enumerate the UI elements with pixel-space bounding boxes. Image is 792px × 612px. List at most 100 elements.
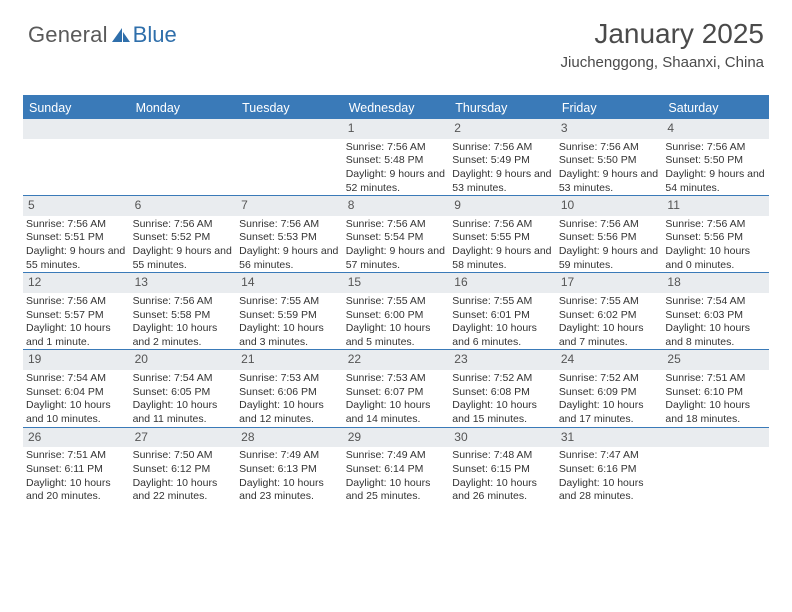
calendar-body: 1Sunrise: 7:56 AMSunset: 5:48 PMDaylight… [23,119,769,504]
day-number: 5 [23,196,130,216]
day-number: 7 [236,196,343,216]
sunset-line: Sunset: 6:11 PM [23,463,130,477]
day-number: 25 [662,350,769,370]
sunset-line: Sunset: 6:15 PM [449,463,556,477]
sunrise-line: Sunrise: 7:47 AM [556,449,663,463]
dayname-header: Friday [556,97,663,119]
calendar-day-cell: 23 Sunrise: 7:52 AMSunset: 6:08 PMDayligh… [449,350,556,426]
day-number: 19 [23,350,130,370]
daylight-line: Daylight: 9 hours and 59 minutes. [556,245,663,272]
day-number: 6 [130,196,237,216]
calendar-day-cell: 5Sunrise: 7:56 AMSunset: 5:51 PMDaylight… [23,196,130,272]
daylight-line: Daylight: 10 hours and 3 minutes. [236,322,343,349]
calendar-day-cell: 10Sunrise: 7:56 AMSunset: 5:56 PMDayligh… [556,196,663,272]
sunset-line: Sunset: 5:56 PM [556,231,663,245]
calendar-day-cell: 17Sunrise: 7:55 AMSunset: 6:02 PMDayligh… [556,273,663,349]
sunset-line: Sunset: 5:49 PM [449,154,556,168]
daylight-line: Daylight: 10 hours and 0 minutes. [662,245,769,272]
logo-sail-icon [110,26,132,44]
daylight-line: Daylight: 10 hours and 8 minutes. [662,322,769,349]
sunset-line: Sunset: 6:07 PM [343,386,450,400]
sunrise-line: Sunrise: 7:56 AM [449,141,556,155]
dayname-header: Sunday [23,97,130,119]
daylight-line: Daylight: 10 hours and 25 minutes. [343,477,450,504]
sunset-line: Sunset: 6:10 PM [662,386,769,400]
daylight-line: Daylight: 9 hours and 55 minutes. [130,245,237,272]
calendar-day-cell: 22Sunrise: 7:53 AMSunset: 6:07 PMDayligh… [343,350,450,426]
daylight-line: Daylight: 9 hours and 58 minutes. [449,245,556,272]
sunrise-line: Sunrise: 7:48 AM [449,449,556,463]
day-number: 10 [556,196,663,216]
sunset-line: Sunset: 5:50 PM [662,154,769,168]
day-number: 9 [449,196,556,216]
sunrise-line: Sunrise: 7:49 AM [343,449,450,463]
location-text: Jiuchenggong, Shaanxi, China [561,54,764,71]
calendar-day-cell: 26Sunrise: 7:51 AMSunset: 6:11 PMDayligh… [23,428,130,504]
month-title: January 2025 [561,18,764,50]
calendar-empty-cell [662,428,769,504]
sunrise-line: Sunrise: 7:51 AM [662,372,769,386]
calendar-day-cell: 25Sunrise: 7:51 AMSunset: 6:10 PMDayligh… [662,350,769,426]
logo-text-blue: Blue [133,22,177,48]
calendar-day-cell: 3Sunrise: 7:56 AMSunset: 5:50 PMDaylight… [556,119,663,195]
daylight-line: Daylight: 10 hours and 26 minutes. [449,477,556,504]
sunset-line: Sunset: 5:59 PM [236,309,343,323]
sunset-line: Sunset: 5:57 PM [23,309,130,323]
sunset-line: Sunset: 6:03 PM [662,309,769,323]
sunrise-line: Sunrise: 7:55 AM [343,295,450,309]
day-number: 23 [449,350,556,370]
day-number: 18 [662,273,769,293]
page-header: January 2025 Jiuchenggong, Shaanxi, Chin… [561,18,764,71]
sunset-line: Sunset: 5:56 PM [662,231,769,245]
day-number: 14 [236,273,343,293]
sunrise-line: Sunrise: 7:53 AM [343,372,450,386]
daylight-line: Daylight: 10 hours and 11 minutes. [130,399,237,426]
day-number: 15 [343,273,450,293]
sunrise-line: Sunrise: 7:53 AM [236,372,343,386]
logo-text-general: General [28,22,108,48]
sunrise-line: Sunrise: 7:56 AM [236,218,343,232]
sunset-line: Sunset: 5:58 PM [130,309,237,323]
sunset-line: Sunset: 5:52 PM [130,231,237,245]
sunset-line: Sunset: 6:16 PM [556,463,663,477]
sunset-line: Sunset: 5:54 PM [343,231,450,245]
daylight-line: Daylight: 10 hours and 17 minutes. [556,399,663,426]
day-number: 8 [343,196,450,216]
day-number [236,119,343,139]
day-number [130,119,237,139]
day-number [23,119,130,139]
sunset-line: Sunset: 5:53 PM [236,231,343,245]
sunset-line: Sunset: 6:14 PM [343,463,450,477]
sunset-line: Sunset: 6:02 PM [556,309,663,323]
sunrise-line: Sunrise: 7:56 AM [343,218,450,232]
sunset-line: Sunset: 6:06 PM [236,386,343,400]
sunrise-line: Sunrise: 7:56 AM [130,218,237,232]
sunrise-line: Sunrise: 7:52 AM [556,372,663,386]
calendar-day-cell: 2Sunrise: 7:56 AMSunset: 5:49 PMDaylight… [449,119,556,195]
sunset-line: Sunset: 6:12 PM [130,463,237,477]
day-number: 1 [343,119,450,139]
daylight-line: Daylight: 10 hours and 10 minutes. [23,399,130,426]
sunrise-line: Sunrise: 7:50 AM [130,449,237,463]
sunset-line: Sunset: 6:01 PM [449,309,556,323]
sunset-line: Sunset: 6:00 PM [343,309,450,323]
day-number: 27 [130,428,237,448]
sunrise-line: Sunrise: 7:52 AM [449,372,556,386]
calendar-day-cell: 20Sunrise: 7:54 AMSunset: 6:05 PMDayligh… [130,350,237,426]
sunrise-line: Sunrise: 7:56 AM [556,141,663,155]
daylight-line: Daylight: 10 hours and 15 minutes. [449,399,556,426]
calendar-day-cell: 1Sunrise: 7:56 AMSunset: 5:48 PMDaylight… [343,119,450,195]
calendar-day-cell: 19Sunrise: 7:54 AMSunset: 6:04 PMDayligh… [23,350,130,426]
dayname-header: Thursday [449,97,556,119]
daylight-line: Daylight: 9 hours and 53 minutes. [449,168,556,195]
dayname-header: Tuesday [236,97,343,119]
daylight-line: Daylight: 10 hours and 7 minutes. [556,322,663,349]
sunset-line: Sunset: 6:08 PM [449,386,556,400]
sunrise-line: Sunrise: 7:49 AM [236,449,343,463]
daylight-line: Daylight: 10 hours and 5 minutes. [343,322,450,349]
dayname-header: Saturday [662,97,769,119]
daylight-line: Daylight: 10 hours and 23 minutes. [236,477,343,504]
calendar-day-cell: 4Sunrise: 7:56 AMSunset: 5:50 PMDaylight… [662,119,769,195]
day-number: 21 [236,350,343,370]
calendar-day-cell: 16Sunrise: 7:55 AMSunset: 6:01 PMDayligh… [449,273,556,349]
